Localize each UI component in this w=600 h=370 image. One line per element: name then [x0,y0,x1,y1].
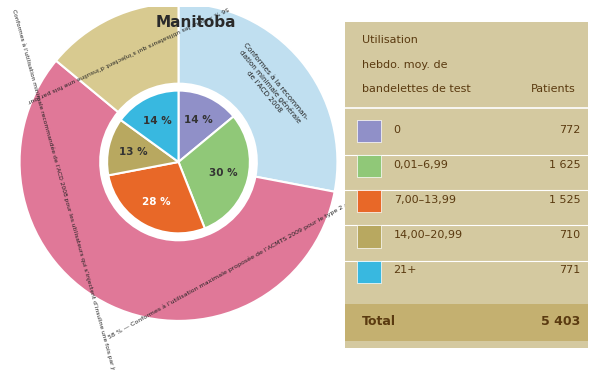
Text: Conformes à l’utilisation minimale recommandée de l’ACD 2008 pour les utilisateu: Conformes à l’utilisation minimale recom… [11,9,118,370]
FancyBboxPatch shape [345,304,588,341]
Text: 14,00–20,99: 14,00–20,99 [394,230,463,240]
Text: 58 % — Conformes à l’utilisation maximale proposée de l’ACMTS 2009 pour le type : 58 % — Conformes à l’utilisation maximal… [107,192,366,340]
Wedge shape [179,91,233,162]
FancyBboxPatch shape [357,155,382,177]
FancyBboxPatch shape [357,225,382,248]
Text: 56 % — pour les utilisateurs qui s’injectent d’insuline une fois par jour: 56 % — pour les utilisateurs qui s’injec… [27,5,229,104]
Text: 771: 771 [559,265,581,275]
Text: 5 403: 5 403 [541,315,581,328]
Wedge shape [107,120,179,175]
Text: 14 %: 14 % [184,115,212,125]
Wedge shape [121,91,179,162]
Text: Total: Total [362,315,396,328]
Text: 13 %: 13 % [119,147,148,157]
Text: 1 525: 1 525 [549,195,581,205]
Wedge shape [179,3,337,192]
Text: 30 %: 30 % [209,168,238,178]
Wedge shape [56,3,179,112]
FancyBboxPatch shape [357,120,382,142]
FancyBboxPatch shape [357,260,382,283]
Text: 0,01–6,99: 0,01–6,99 [394,160,448,170]
Text: Manitoba: Manitoba [155,14,236,30]
Text: Conformes à la recomman-
dation minimale générale
de l’ACD 2008: Conformes à la recomman- dation minimale… [230,42,310,131]
Text: 1 625: 1 625 [549,160,581,170]
Text: 772: 772 [559,125,581,135]
Wedge shape [179,117,250,228]
Text: 0: 0 [394,125,401,135]
Text: 14 %: 14 % [143,116,172,126]
Text: Patients: Patients [531,84,576,94]
FancyBboxPatch shape [357,190,382,212]
Text: Utilisation: Utilisation [362,35,418,45]
Text: 28 %: 28 % [142,197,170,207]
Text: 710: 710 [560,230,581,240]
FancyBboxPatch shape [345,22,588,348]
Text: hebdo. moy. de: hebdo. moy. de [362,60,448,70]
Text: bandelettes de test: bandelettes de test [362,84,471,94]
Text: 21+: 21+ [394,265,417,275]
Wedge shape [109,162,205,233]
Wedge shape [20,61,335,321]
Text: 7,00–13,99: 7,00–13,99 [394,195,455,205]
